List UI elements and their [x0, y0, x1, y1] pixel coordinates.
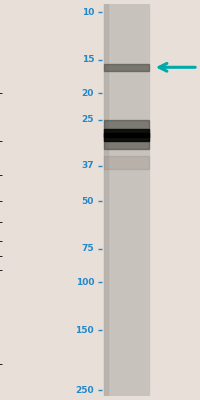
Text: 50: 50	[82, 196, 94, 206]
Text: 20: 20	[82, 89, 94, 98]
Text: 25: 25	[82, 115, 94, 124]
Text: 250: 250	[75, 386, 94, 394]
Text: 10: 10	[82, 8, 94, 17]
Text: 75: 75	[81, 244, 94, 253]
Bar	[104, 129, 149, 141]
Bar	[104, 4, 149, 396]
Text: 100: 100	[76, 278, 94, 287]
Bar	[104, 4, 108, 396]
Text: 37: 37	[81, 161, 94, 170]
Text: 150: 150	[75, 326, 94, 334]
Bar	[104, 64, 149, 71]
Text: 15: 15	[82, 55, 94, 64]
Bar	[104, 120, 149, 149]
Bar	[104, 156, 149, 169]
Bar	[104, 133, 149, 137]
